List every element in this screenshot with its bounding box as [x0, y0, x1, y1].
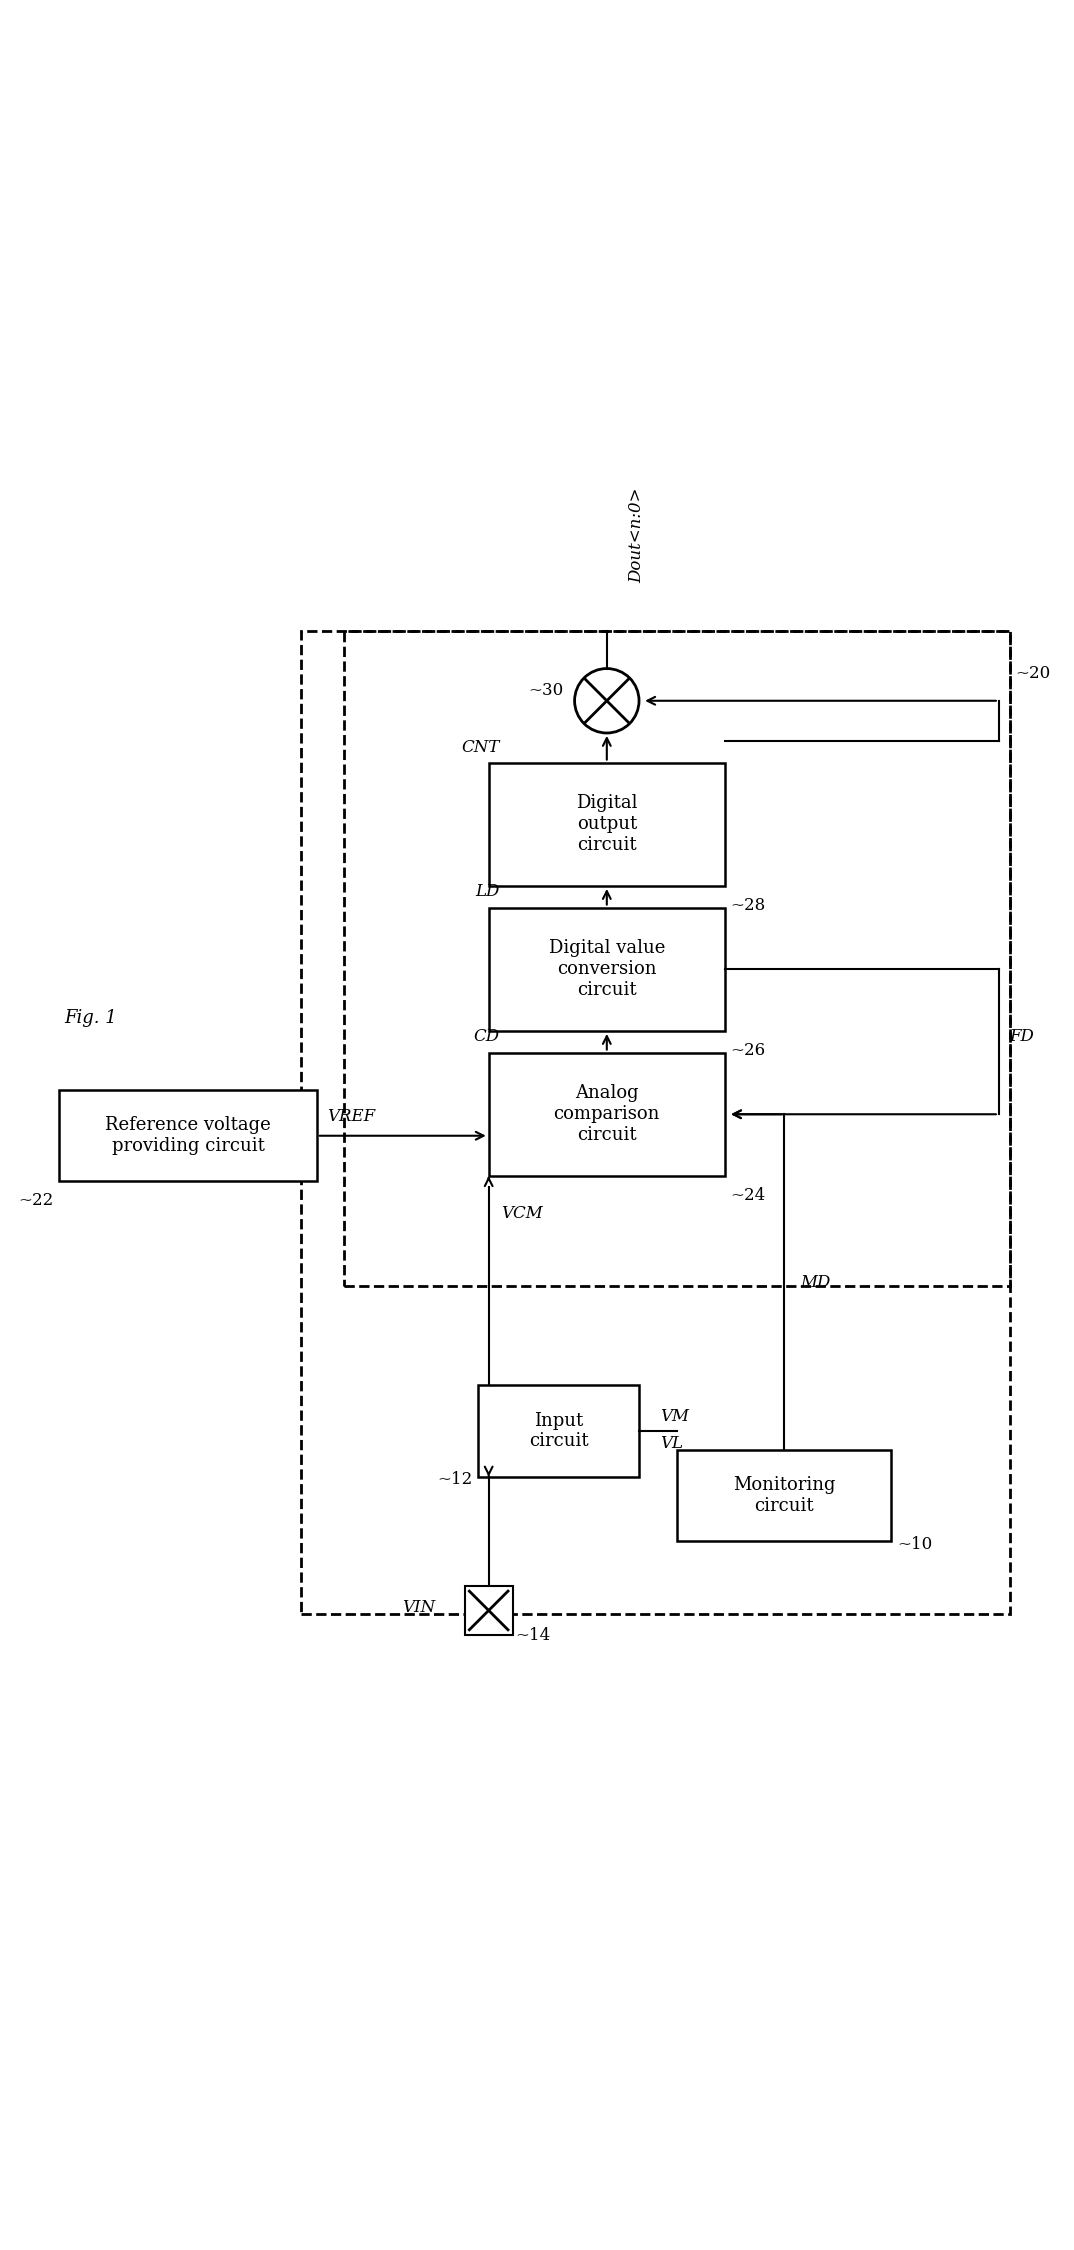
Text: LD: LD	[475, 882, 499, 900]
Text: CNT: CNT	[461, 740, 499, 756]
Text: Reference voltage
providing circuit: Reference voltage providing circuit	[105, 1116, 271, 1154]
Text: VCM: VCM	[502, 1206, 543, 1222]
Text: FD: FD	[1010, 1028, 1034, 1044]
FancyBboxPatch shape	[464, 1586, 512, 1634]
Text: ~22: ~22	[18, 1192, 54, 1208]
Text: Digital
output
circuit: Digital output circuit	[576, 794, 638, 855]
Text: ~30: ~30	[528, 682, 564, 698]
FancyBboxPatch shape	[59, 1089, 317, 1181]
Text: VREF: VREF	[328, 1107, 376, 1125]
FancyBboxPatch shape	[489, 907, 725, 1030]
Text: ~24: ~24	[730, 1186, 766, 1204]
Text: Analog
comparison
circuit: Analog comparison circuit	[553, 1084, 661, 1143]
FancyBboxPatch shape	[677, 1449, 891, 1541]
FancyBboxPatch shape	[489, 1053, 725, 1177]
Text: ~20: ~20	[1015, 666, 1050, 682]
Text: VM: VM	[661, 1408, 690, 1424]
Text: Dout<n:0>: Dout<n:0>	[628, 488, 645, 583]
FancyBboxPatch shape	[489, 763, 725, 886]
Text: VL: VL	[661, 1436, 683, 1454]
Text: MD: MD	[800, 1273, 830, 1291]
Text: Fig. 1: Fig. 1	[64, 1008, 117, 1026]
Text: ~12: ~12	[437, 1472, 473, 1487]
Text: CD: CD	[474, 1028, 499, 1044]
Text: ~28: ~28	[730, 898, 766, 914]
Text: Monitoring
circuit: Monitoring circuit	[732, 1476, 836, 1514]
Text: ~14: ~14	[516, 1627, 551, 1642]
Text: Digital value
conversion
circuit: Digital value conversion circuit	[549, 940, 665, 999]
Text: ~10: ~10	[897, 1537, 932, 1552]
Text: Input
circuit: Input circuit	[528, 1411, 589, 1451]
FancyBboxPatch shape	[478, 1386, 639, 1476]
Text: VIN: VIN	[402, 1600, 435, 1616]
Text: ~26: ~26	[730, 1042, 766, 1060]
